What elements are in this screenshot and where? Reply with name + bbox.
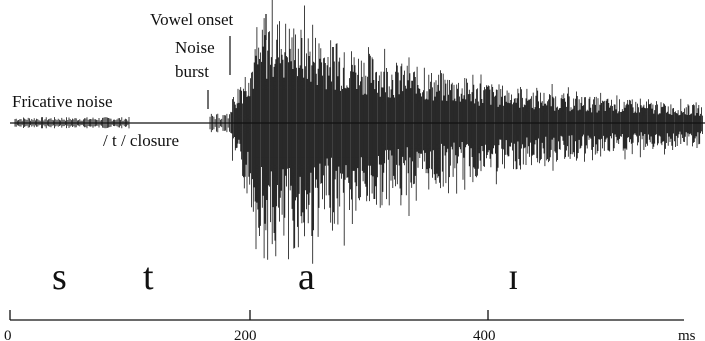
segment-i: ɪ — [508, 256, 519, 298]
waveform-trace — [14, 0, 703, 264]
vowel-onset-label: Vowel onset — [150, 10, 234, 29]
tick-label-200: 200 — [234, 328, 257, 341]
segment-t: t — [143, 256, 154, 298]
axis-unit-label: ms — [678, 328, 696, 341]
segment-s: s — [52, 256, 67, 298]
noise-burst-label-line1: Noise — [175, 38, 215, 57]
tick-label-0: 0 — [4, 328, 12, 341]
segment-a: a — [298, 256, 315, 298]
noise-burst-label-line2: burst — [175, 62, 209, 81]
fricative-noise-label: Fricative noise — [12, 92, 113, 111]
tick-label-400: 400 — [473, 328, 496, 341]
t-closure-label: / t / closure — [103, 131, 179, 150]
speech-waveform — [10, 0, 705, 264]
